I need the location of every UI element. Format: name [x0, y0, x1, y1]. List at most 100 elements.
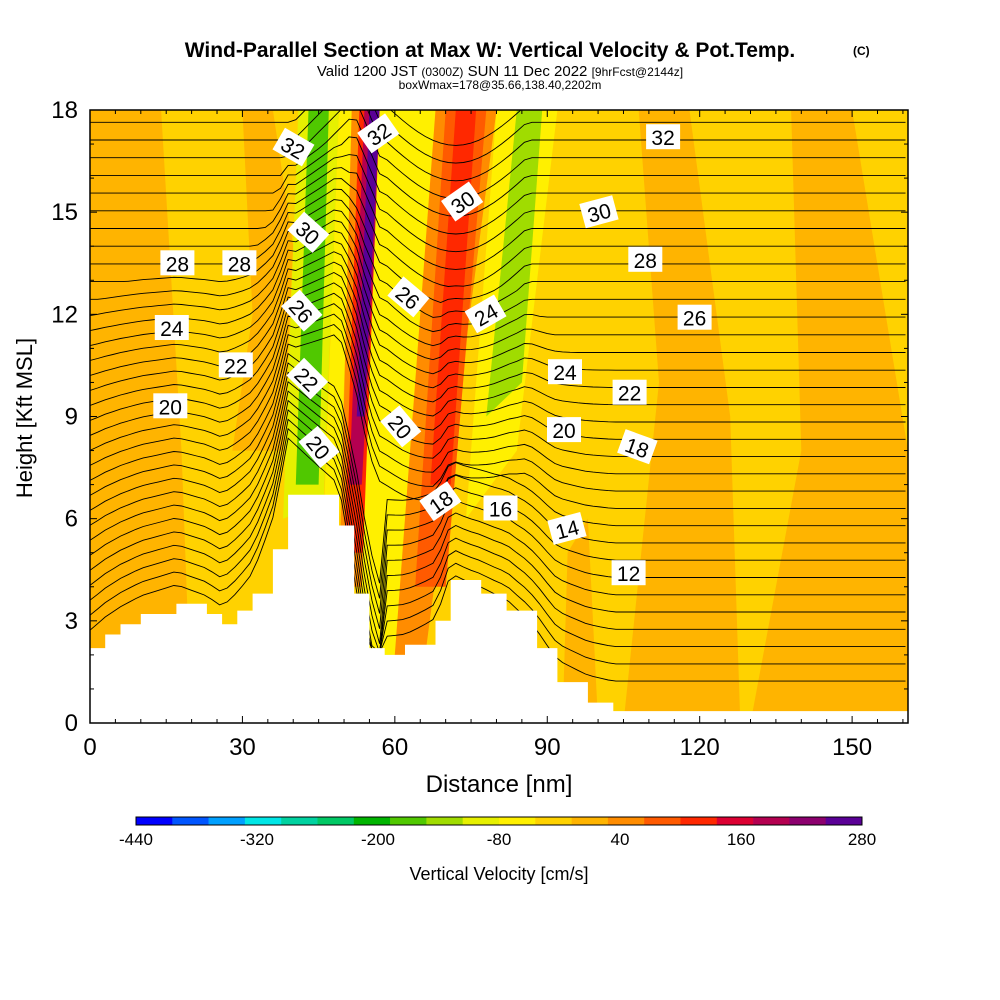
isentrope-line: [90, 352, 906, 584]
y-tick-label: 15: [51, 199, 78, 226]
isentrope-line: [90, 110, 906, 199]
colorbar-swatch: [244, 817, 282, 825]
contour-label: 28: [160, 250, 195, 276]
x-tick-label: 0: [83, 734, 96, 761]
contour-label: 22: [218, 352, 253, 378]
x-axis-label: Distance [nm]: [426, 771, 573, 798]
x-tick-label: 60: [381, 734, 408, 761]
colorbar-swatch: [426, 817, 463, 825]
colorbar-tick-label: 160: [727, 830, 755, 849]
contour-label-text: 20: [159, 396, 182, 419]
contour-label: 32: [646, 124, 681, 150]
colorbar: -440 -320 -200 -80 40 160 280: [119, 816, 876, 849]
isentrope-line: [90, 390, 906, 644]
x-tick-label: 30: [229, 734, 256, 761]
isentrope-line: [90, 271, 906, 417]
valid-date: SUN 11 Dec 2022: [468, 63, 588, 80]
isentrope-line: [90, 303, 906, 459]
contour-label: 18: [419, 481, 462, 522]
isentrope-line: [90, 110, 906, 164]
contour-label-box: [357, 113, 400, 154]
contour-label-box: [222, 250, 257, 276]
colorbar-swatch: [317, 817, 355, 825]
isentrope-line: [90, 230, 906, 361]
isentrope-line: [90, 334, 906, 509]
y-tick-label: 18: [51, 97, 78, 124]
valid-utc: (0300Z): [421, 65, 463, 79]
contour-label-box: [646, 124, 681, 150]
contour-label-box: [387, 276, 430, 318]
colorbar-swatch: [680, 817, 718, 825]
contour-label-text: 16: [489, 499, 512, 522]
contour-label: 22: [612, 379, 647, 406]
isentrope-line: [90, 219, 906, 347]
y-tick-label: 3: [65, 608, 78, 635]
colorbar-tick-label: -80: [487, 830, 512, 849]
box-info: boxWmax=178@35.66,138.40,2202m: [399, 78, 602, 92]
colorbar-swatch: [716, 817, 754, 825]
contour-label: 12: [611, 560, 646, 586]
colorbar-swatch: [644, 817, 681, 825]
isentrope-line: [390, 110, 522, 146]
colorbar-swatch: [535, 817, 572, 825]
colorbar-swatch: [172, 817, 209, 825]
isentrope-line: [90, 399, 906, 653]
x-tick-label: 90: [534, 734, 561, 761]
isentrope-line: [90, 154, 906, 253]
contour-label-box: [628, 246, 663, 272]
contour-label: 24: [154, 315, 189, 341]
contour-label-box: [677, 304, 712, 330]
contour-label: 24: [548, 359, 582, 385]
contour-label: 20: [153, 393, 188, 419]
colorbar-swatch: [353, 817, 391, 825]
contour-label-box: [153, 393, 188, 419]
contour-label-box: [380, 405, 422, 448]
contour-label-box: [419, 481, 462, 522]
isentrope-line: [90, 292, 906, 445]
contour-label-text: 24: [160, 318, 184, 341]
colorbar-swatch: [281, 817, 318, 825]
valid-time-line: Valid 1200 JST (0300Z) SUN 11 Dec 2022 […: [317, 63, 683, 80]
colorbar-swatch: [607, 817, 645, 825]
velocity-band: [486, 110, 543, 417]
isentrope-line: [90, 282, 906, 431]
contour-label-box: [548, 359, 582, 385]
isentrope-line: [90, 240, 906, 375]
contour-label-text: 28: [166, 253, 189, 276]
terrain-profile: [90, 494, 908, 723]
colorbar-swatch: [136, 817, 173, 825]
axes: 0 30 60 90 120 150 0 3 6 9 12 15 18: [51, 97, 908, 761]
colorbar-swatch: [753, 817, 790, 825]
colorbar-label: Vertical Velocity [cm/s]: [409, 864, 588, 884]
contour-label-text: 24: [553, 362, 577, 385]
isentrope-line: [90, 323, 906, 492]
x-tick-label: 120: [680, 734, 720, 761]
y-tick-label: 6: [65, 506, 78, 533]
isentrope-line: [90, 427, 906, 665]
contour-label-box: [612, 379, 647, 405]
forecast-info: [9hrFcst@2144z]: [592, 65, 684, 79]
colorbar-swatch: [499, 817, 536, 825]
contour-label-box: [547, 417, 581, 443]
contour-label-box: [547, 511, 587, 545]
isentrope-line: [90, 178, 906, 287]
contour-label-box: [617, 429, 658, 465]
colorbar-swatch: [789, 817, 826, 825]
colorbar-swatch: [571, 817, 609, 825]
isentrope-line: [90, 118, 906, 217]
isentrope-line: [90, 362, 906, 599]
contour-label-text: 12: [617, 563, 640, 586]
colorbar-swatch: [825, 817, 863, 825]
isentrope-line: [90, 110, 906, 182]
contour-label: 20: [547, 417, 581, 443]
contour-label-text: 20: [552, 420, 575, 443]
contour-label-box: [579, 195, 619, 229]
y-tick-label: 9: [65, 404, 78, 431]
valid-prefix: Valid 1200 JST: [317, 63, 417, 80]
velocity-band: [323, 110, 355, 519]
x-tick-label: 150: [832, 734, 872, 761]
isentrope-line: [90, 313, 906, 475]
colorbar-swatch: [390, 817, 427, 825]
